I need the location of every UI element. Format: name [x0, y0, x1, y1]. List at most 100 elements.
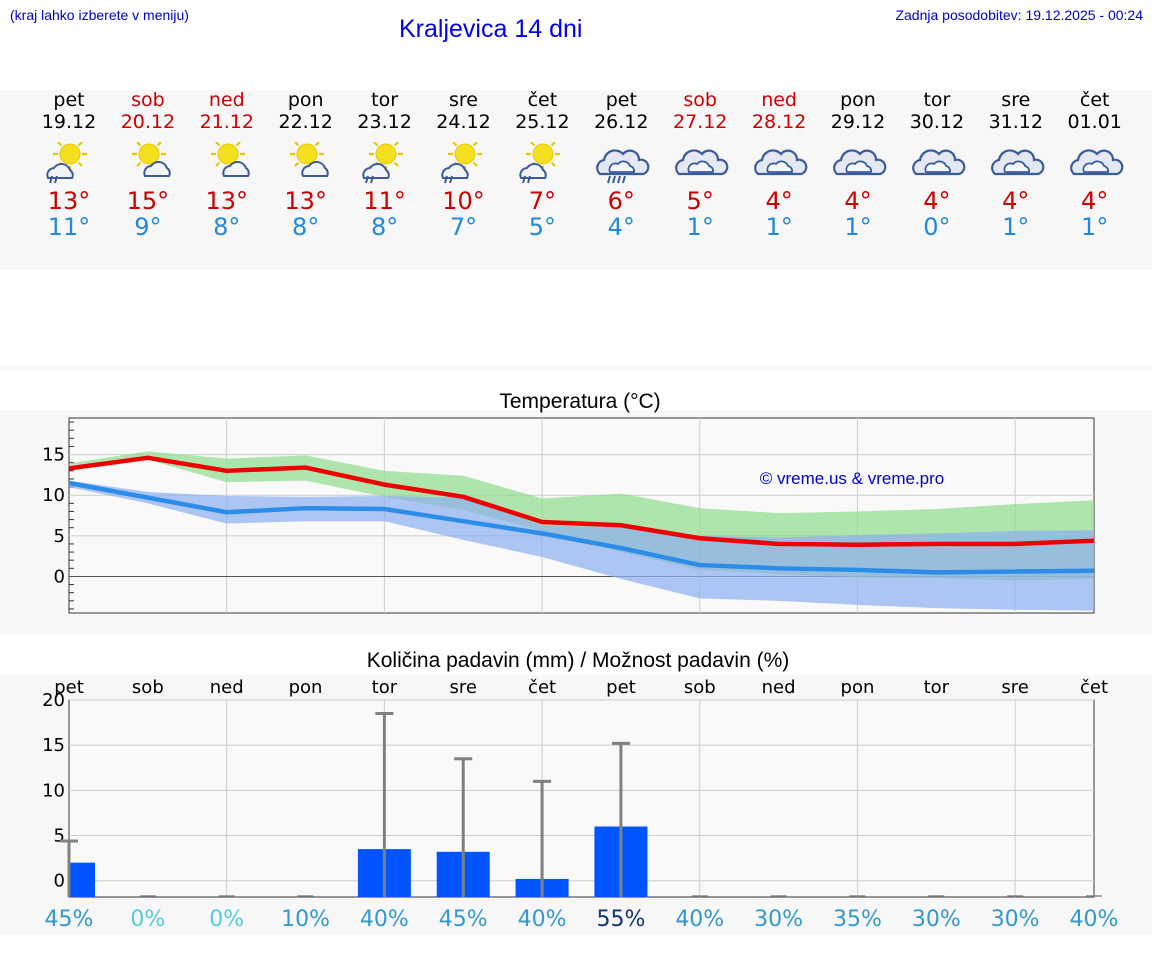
precip-plot-area — [68, 699, 1095, 898]
precip-day-label: ned — [210, 677, 244, 698]
precip-probability: 45% — [45, 907, 94, 932]
temp-tick-label: 10 — [42, 485, 65, 506]
day-date: 30.12 — [909, 111, 965, 133]
day-name: čet — [1079, 89, 1110, 111]
day-name: ned — [208, 89, 245, 111]
day-name: sob — [683, 89, 717, 111]
precip-probability: 30% — [991, 907, 1040, 932]
max-temperature: 4° — [1002, 187, 1030, 215]
precip-day-label: tor — [924, 677, 950, 698]
min-temperature: 4° — [607, 213, 635, 241]
min-temperature: 1° — [1002, 213, 1030, 241]
precip-tick-label: 15 — [42, 735, 65, 756]
max-temperature: 4° — [923, 187, 951, 215]
max-temperature: 13° — [205, 187, 249, 215]
day-name: tor — [923, 89, 951, 111]
day-column: ned 28.12 4° 1° — [739, 90, 819, 240]
precip-probability: 40% — [360, 907, 409, 932]
day-date: 21.12 — [199, 111, 254, 133]
precip-day-label: čet — [528, 677, 556, 698]
day-date: 24.12 — [436, 111, 491, 133]
max-temperature: 4° — [765, 187, 793, 215]
cloud-icon — [754, 149, 808, 176]
day-column: pon 29.12 4° 1° — [818, 90, 898, 240]
day-column: tor 23.12 11° 8° — [345, 89, 425, 241]
precip-day-label: sre — [449, 677, 476, 698]
precip-day-label: čet — [1080, 677, 1108, 698]
precip-probability: 40% — [518, 907, 567, 932]
precip-day-label: pet — [54, 677, 84, 698]
max-temperature: 4° — [844, 187, 872, 215]
day-name: čet — [527, 89, 558, 111]
cloud-rain-icon — [596, 149, 650, 184]
max-temperature: 6° — [607, 187, 635, 215]
cloud-icon — [911, 149, 966, 176]
precip-probability: 40% — [1070, 907, 1119, 932]
min-temperature: 1° — [765, 213, 793, 241]
precip-day-label: sob — [132, 677, 164, 698]
precip-probability: 55% — [596, 907, 645, 932]
max-temperature: 13° — [47, 187, 91, 215]
min-temperature: 1° — [1081, 213, 1109, 241]
precip-day-label: ned — [762, 677, 796, 698]
location-hint: (kraj lahko izberete v meniju) — [10, 7, 189, 23]
temp-tick-label: 15 — [42, 445, 65, 466]
temp-tick-label: 0 — [54, 566, 65, 587]
min-temperature: 8° — [213, 213, 241, 241]
min-temperature: 9° — [134, 213, 162, 241]
last-updated: Zadnja posodobitev: 19.12.2025 - 00:24 — [895, 7, 1143, 23]
day-name: sre — [1001, 89, 1031, 111]
day-column: ned 21.12 13° 8° — [187, 89, 267, 241]
max-temperature: 15° — [126, 187, 170, 215]
day-name: pon — [287, 89, 324, 111]
day-name: pon — [840, 89, 876, 111]
min-temperature: 0° — [923, 213, 951, 241]
day-name: ned — [761, 89, 797, 111]
precip-probability: 35% — [833, 907, 882, 932]
precip-probability: 10% — [281, 907, 330, 932]
sun-cloud-rain-icon — [46, 142, 87, 184]
precip-probability: 45% — [439, 907, 488, 932]
min-temp-line — [68, 480, 1095, 575]
day-name: sre — [449, 89, 478, 111]
sun-cloud-icon — [289, 142, 329, 177]
min-temperature: 8° — [292, 213, 320, 241]
cloud-icon — [675, 149, 729, 176]
day-column: pet 19.12 13° 11° — [29, 89, 109, 241]
day-name: sob — [131, 89, 165, 111]
day-column: sre 31.12 4° 1° — [976, 90, 1056, 240]
day-column: čet 25.12 7° 5° — [502, 89, 582, 241]
day-date: 23.12 — [357, 111, 412, 133]
precipitation-chart: 05101520pet45%sob0%ned0%pon10%tor40%sre4… — [42, 677, 1118, 932]
day-column: sob 20.12 15° 9° — [108, 89, 188, 241]
day-name: tor — [371, 89, 399, 111]
day-name: pet — [53, 89, 85, 111]
max-temperature: 5° — [686, 187, 714, 215]
day-column: tor 30.12 4° 0° — [897, 90, 977, 240]
precip-probability: 0% — [130, 907, 165, 932]
day-date: 26.12 — [594, 111, 649, 133]
precip-day-label: sob — [684, 677, 716, 698]
max-temperature: 11° — [363, 187, 406, 215]
day-date: 28.12 — [751, 111, 807, 133]
precip-day-label: pon — [841, 677, 875, 698]
max-temperature: 4° — [1081, 187, 1109, 215]
temp-tick-label: 5 — [54, 526, 65, 547]
precip-probability: 30% — [754, 907, 803, 932]
min-temperature: 1° — [844, 213, 872, 241]
sun-cloud-rain-icon — [361, 142, 403, 184]
day-date: 19.12 — [41, 111, 97, 133]
day-date: 31.12 — [988, 111, 1043, 133]
day-date: 20.12 — [120, 111, 176, 133]
precip-tick-label: 5 — [54, 826, 65, 847]
precip-probability: 0% — [209, 907, 244, 932]
day-date: 01.01 — [1067, 111, 1122, 133]
sun-cloud-icon — [210, 142, 250, 177]
day-column: sre 24.12 10° 7° — [424, 89, 504, 241]
day-column: pet 26.12 6° 4° — [581, 90, 661, 240]
max-temperature: 7° — [528, 187, 557, 215]
forecast-strip — [0, 90, 1152, 270]
precip-day-label: tor — [372, 677, 398, 698]
day-date: 29.12 — [830, 111, 886, 133]
